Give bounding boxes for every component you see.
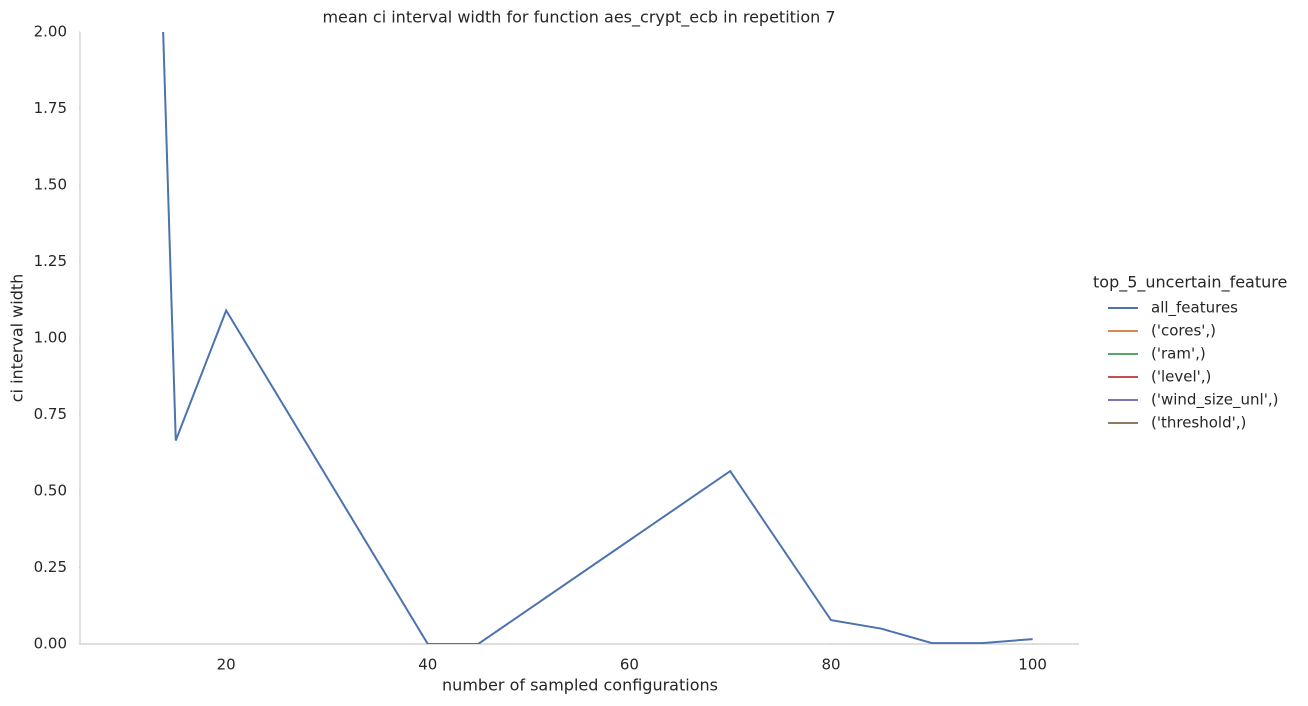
legend-label: all_features [1151, 299, 1238, 318]
x-tick-label: 100 [1018, 656, 1047, 674]
legend-label: ('threshold',) [1151, 414, 1246, 432]
y-tick-label: 1.25 [34, 252, 67, 270]
y-tick-label: 1.00 [34, 329, 67, 347]
x-tick-label: 60 [620, 656, 639, 674]
x-tick-label: 80 [821, 656, 840, 674]
y-axis-label: ci interval width [8, 274, 27, 403]
x-axis-label: number of sampled configurations [442, 676, 718, 695]
series-line [162, 32, 1033, 644]
chart-title: mean ci interval width for function aes_… [322, 8, 835, 28]
y-tick-label: 1.75 [34, 99, 67, 117]
legend-title: top_5_uncertain_feature [1093, 273, 1287, 293]
legend-label: ('cores',) [1151, 322, 1216, 340]
legend-label: ('ram',) [1151, 345, 1206, 363]
x-tick-label: 20 [217, 656, 236, 674]
y-tick-label: 0.25 [34, 558, 67, 576]
legend-label: ('level',) [1151, 368, 1211, 386]
x-tick-label: 40 [418, 656, 437, 674]
y-tick-label: 0.50 [34, 482, 67, 500]
legend-label: ('wind_size_unl',) [1151, 391, 1278, 410]
y-tick-label: 1.50 [34, 176, 67, 194]
y-tick-label: 2.00 [34, 23, 67, 41]
y-tick-label: 0.00 [34, 635, 67, 653]
y-tick-label: 0.75 [34, 405, 67, 423]
